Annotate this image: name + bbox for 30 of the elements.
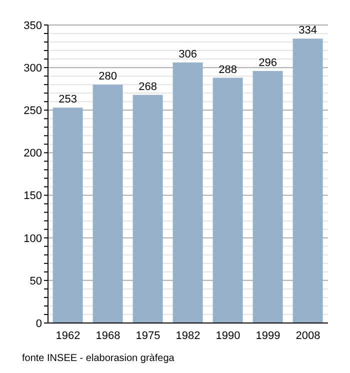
data-label: 253 (58, 94, 77, 106)
data-label: 296 (258, 56, 277, 69)
y-tick-label: 50 (30, 275, 42, 288)
y-tick-label: 300 (24, 62, 42, 74)
bar (292, 38, 323, 323)
x-tick-label: 1999 (256, 330, 280, 342)
data-label: 280 (98, 70, 117, 83)
x-tick-label: 1990 (216, 330, 240, 342)
y-tick-label: 350 (24, 20, 42, 32)
x-tick-label: 1975 (136, 330, 160, 342)
x-tick-label: 1982 (176, 330, 200, 342)
y-tick-label: 150 (24, 190, 42, 202)
bar (52, 108, 83, 323)
data-label: 288 (218, 64, 237, 76)
data-label: 334 (298, 24, 317, 37)
x-tick-label: 1968 (96, 330, 120, 342)
bar (212, 78, 243, 323)
y-tick-label: 100 (24, 232, 42, 245)
bar (132, 94, 163, 323)
y-tick-label: 250 (24, 105, 42, 118)
x-tick-label: 2008 (296, 330, 320, 342)
bar (252, 70, 283, 323)
data-label: 306 (178, 48, 197, 60)
bar (172, 62, 203, 323)
x-tick-label: 1962 (56, 330, 80, 342)
bar (92, 84, 123, 323)
source-note: fonte INSEE - elaborasion gràfega (22, 353, 176, 364)
data-label: 268 (138, 80, 157, 93)
y-tick-label: 0 (36, 318, 42, 330)
y-tick-label: 200 (24, 148, 42, 160)
